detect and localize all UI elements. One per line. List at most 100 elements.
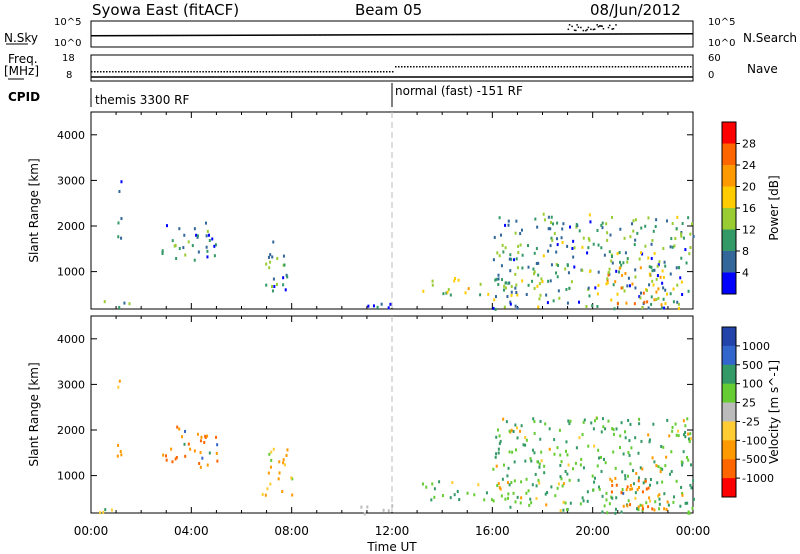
scatter-cell <box>521 253 524 257</box>
scatter-cell <box>268 452 271 456</box>
scatter-cell <box>515 283 518 287</box>
scatter-cell <box>560 236 563 240</box>
colorbar-tick-label: 1000 <box>742 340 770 353</box>
scatter-cell <box>603 504 606 508</box>
freq-point <box>181 71 183 73</box>
noise-point <box>450 33 453 36</box>
noise-point <box>552 33 555 35</box>
noise-point <box>640 33 642 35</box>
noise-point <box>144 34 147 37</box>
scatter-cell <box>653 268 656 272</box>
noise-point <box>309 34 311 36</box>
scatter-cell <box>612 432 615 436</box>
freq-point <box>422 66 424 68</box>
scatter-cell <box>553 232 556 236</box>
noise-point <box>603 33 606 35</box>
scatter-cell <box>201 456 204 460</box>
noise-point <box>398 33 400 36</box>
scatter-cell <box>582 420 585 424</box>
noise-point <box>193 34 196 37</box>
scatter-cell <box>601 417 604 421</box>
noise-left-top: 10^5 <box>54 17 82 28</box>
noise-point <box>388 34 390 36</box>
noise-point <box>237 34 240 37</box>
noise-point <box>550 33 552 35</box>
freq-point <box>398 66 400 68</box>
freq-point <box>316 71 319 73</box>
scatter-cell <box>538 462 541 466</box>
noise-point <box>455 33 458 36</box>
scatter-cell <box>600 430 603 434</box>
scatter-cell <box>625 488 628 492</box>
freq-point <box>304 71 307 73</box>
noise-point <box>555 33 557 35</box>
scatter-cell <box>629 422 632 426</box>
freq-point <box>193 71 195 73</box>
scatter-cell <box>507 492 510 496</box>
scatter-cell <box>103 300 106 304</box>
scatter-cell <box>587 444 590 448</box>
scatter-cell <box>175 257 178 261</box>
scatter-cell <box>507 219 510 223</box>
noise-point <box>690 33 692 35</box>
noise-point <box>509 33 512 36</box>
scatter-cell <box>555 262 558 266</box>
scatter-cell <box>537 478 540 482</box>
noise-point <box>611 28 613 30</box>
scatter-cell <box>593 480 596 484</box>
freq-point <box>331 71 334 73</box>
noise-point <box>590 33 592 35</box>
scatter-cell <box>521 279 524 283</box>
scatter-cell <box>197 250 200 254</box>
scatter-cell <box>629 462 632 466</box>
scatter-cell <box>640 439 643 443</box>
colorbar-tick-label: 12 <box>742 224 756 237</box>
colorbar-swatch <box>722 440 736 460</box>
scatter-cell <box>506 481 509 485</box>
noise-point <box>420 33 423 36</box>
scatter-cell <box>566 301 569 305</box>
noise-point <box>373 34 375 36</box>
freq-point <box>653 66 656 68</box>
noise-point <box>346 34 349 36</box>
noise-point <box>671 33 674 35</box>
scatter-cell <box>587 246 590 250</box>
scatter-cell <box>586 490 589 494</box>
scatter-cell <box>611 427 614 431</box>
scatter-cell <box>647 256 650 260</box>
scatter-cell <box>620 263 623 267</box>
y-tick-label: 4000 <box>57 129 85 142</box>
scatter-cell <box>499 487 502 491</box>
scatter-cell <box>492 467 495 471</box>
noise-point <box>103 34 106 37</box>
noise-point <box>96 34 98 37</box>
noise-point <box>665 33 667 35</box>
noise-point <box>583 33 586 35</box>
noise-point <box>529 33 532 36</box>
freq-point <box>581 66 584 68</box>
scatter-cell <box>291 477 294 481</box>
noise-point <box>418 33 420 36</box>
scatter-cell <box>507 223 510 227</box>
noise-point <box>360 34 363 36</box>
noise-point <box>318 34 320 36</box>
noise-point <box>528 33 531 36</box>
scatter-cell <box>655 464 658 468</box>
freq-point <box>413 66 415 68</box>
noise-point <box>674 33 676 35</box>
noise-point <box>133 34 136 37</box>
freq-point <box>265 71 268 73</box>
noise-point <box>534 33 537 36</box>
noise-point <box>572 33 575 35</box>
scatter-cell <box>519 243 522 247</box>
noise-point <box>394 33 397 36</box>
noise-point <box>617 33 620 35</box>
scatter-cell <box>588 213 591 217</box>
noise-point <box>464 33 467 36</box>
scatter-cell <box>205 245 208 249</box>
scatter-cell <box>570 280 573 284</box>
freq-point <box>298 71 301 73</box>
freq-point <box>569 66 572 68</box>
scatter-cell <box>538 297 541 301</box>
scatter-cell <box>672 500 675 504</box>
